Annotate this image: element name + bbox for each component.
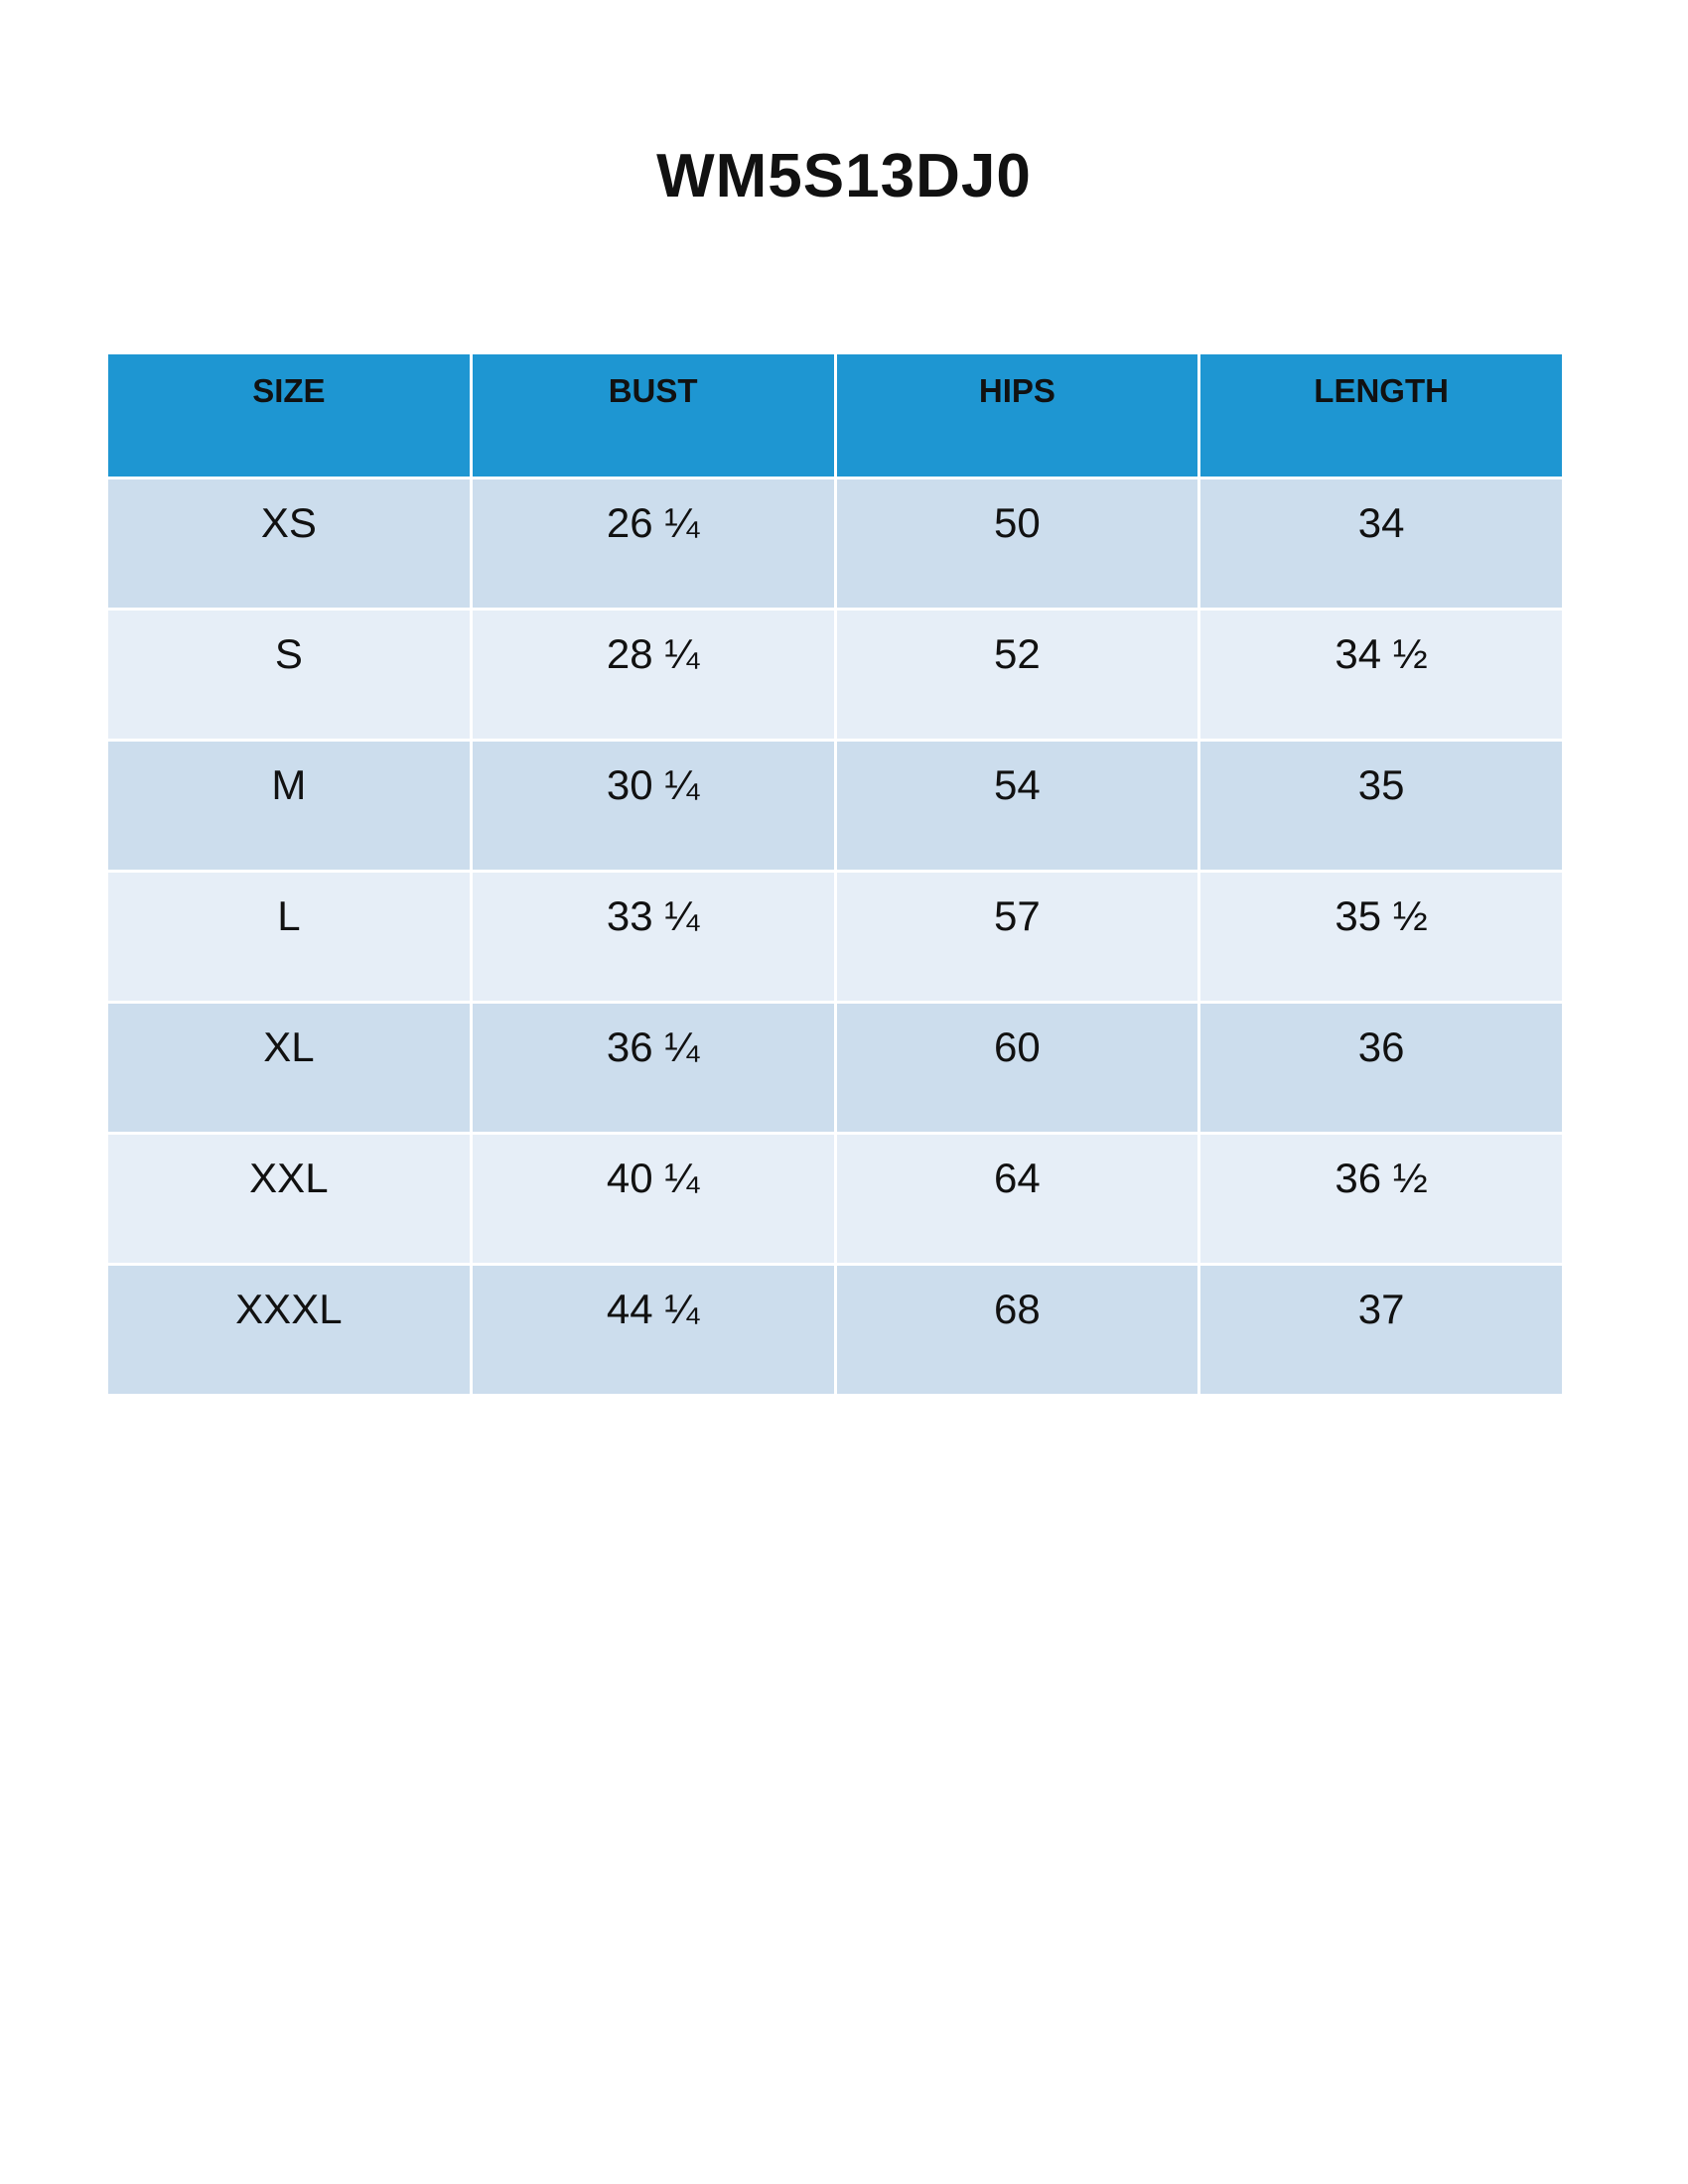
table-cell: 57 <box>833 870 1201 1004</box>
table-cell: 34 <box>1197 477 1565 611</box>
table-row: XXXL 44 ¼ 68 37 <box>105 1263 1565 1397</box>
table-cell: 50 <box>833 477 1201 611</box>
table-cell: S <box>105 608 473 742</box>
table-row: XL 36 ¼ 60 36 <box>105 1001 1565 1135</box>
column-header: BUST <box>469 351 837 479</box>
table-cell: 60 <box>833 1001 1201 1135</box>
table-row: M 30 ¼ 54 35 <box>105 739 1565 873</box>
title: WM5S13DJ0 <box>656 142 1032 210</box>
column-header: SIZE <box>105 351 473 479</box>
table-cell: 68 <box>833 1263 1201 1397</box>
table-cell: XXL <box>105 1132 473 1266</box>
table-cell: 35 <box>1197 739 1565 873</box>
table-cell: 30 ¼ <box>469 739 837 873</box>
table-cell: 34 ½ <box>1197 608 1565 742</box>
table-cell: 40 ¼ <box>469 1132 837 1266</box>
table-cell: 37 <box>1197 1263 1565 1397</box>
table-cell: 52 <box>833 608 1201 742</box>
column-header: HIPS <box>833 351 1201 479</box>
table-body: XS 26 ¼ 50 34 S 28 ¼ 52 34 ½ M 30 ¼ 54 35 L 33 ¼ 57 35 … <box>105 477 1565 1397</box>
table-cell: M <box>105 739 473 873</box>
table-header: SIZE BUST HIPS LENGTH <box>105 351 1565 479</box>
size-table: SIZE BUST HIPS LENGTH XS 26 ¼ 50 34 S 28 ¼ 52 34 ½… <box>105 351 1565 1397</box>
table-cell: 44 ¼ <box>469 1263 837 1397</box>
table-cell: 28 ¼ <box>469 608 837 742</box>
table-row: XXL 40 ¼ 64 36 ½ <box>105 1132 1565 1266</box>
table-cell: XXXL <box>105 1263 473 1397</box>
column-header: LENGTH <box>1197 351 1565 479</box>
table-cell: XS <box>105 477 473 611</box>
table-cell: 36 ¼ <box>469 1001 837 1135</box>
table-cell: 33 ¼ <box>469 870 837 1004</box>
table-cell: 36 ½ <box>1197 1132 1565 1266</box>
table-row: XS 26 ¼ 50 34 <box>105 477 1565 611</box>
table-cell: L <box>105 870 473 1004</box>
table-cell: 64 <box>833 1132 1201 1266</box>
table-row: L 33 ¼ 57 35 ½ <box>105 870 1565 1004</box>
table-cell: 36 <box>1197 1001 1565 1135</box>
table-cell: 35 ½ <box>1197 870 1565 1004</box>
table-cell: XL <box>105 1001 473 1135</box>
table-row: S 28 ¼ 52 34 ½ <box>105 608 1565 742</box>
header-row: SIZE BUST HIPS LENGTH <box>105 351 1565 479</box>
table-cell: 26 ¼ <box>469 477 837 611</box>
table-cell: 54 <box>833 739 1201 873</box>
